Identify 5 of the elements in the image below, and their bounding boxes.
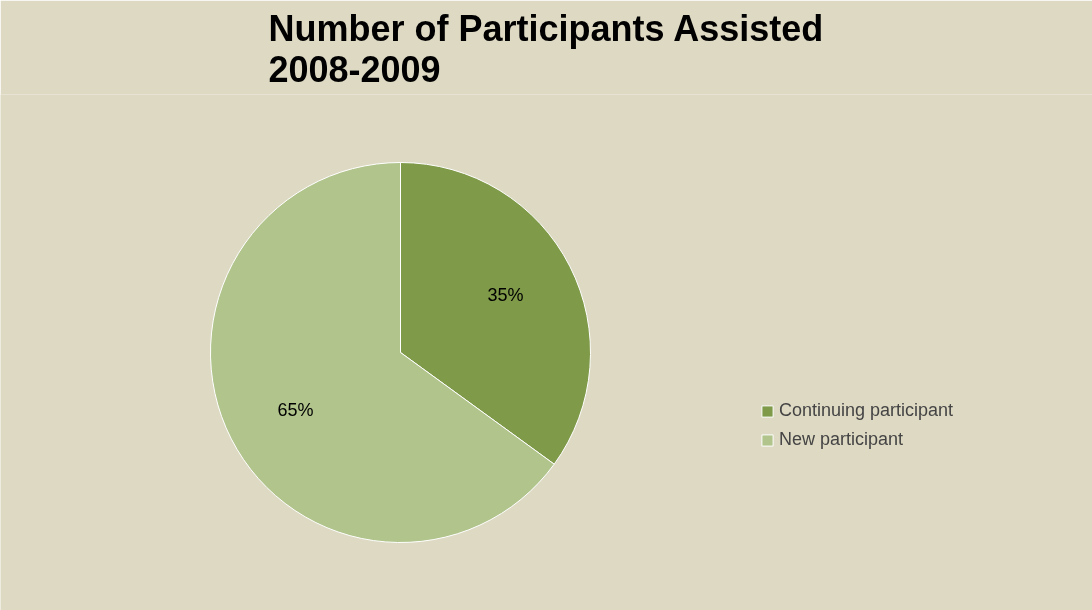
legend-label: Continuing participant <box>779 400 954 421</box>
legend-label: New participant <box>779 429 904 450</box>
data-label: 35% <box>487 285 524 306</box>
data-label: 65% <box>277 399 314 420</box>
chart-title: Number of Participants Assisted 2008-2009 <box>268 7 824 90</box>
